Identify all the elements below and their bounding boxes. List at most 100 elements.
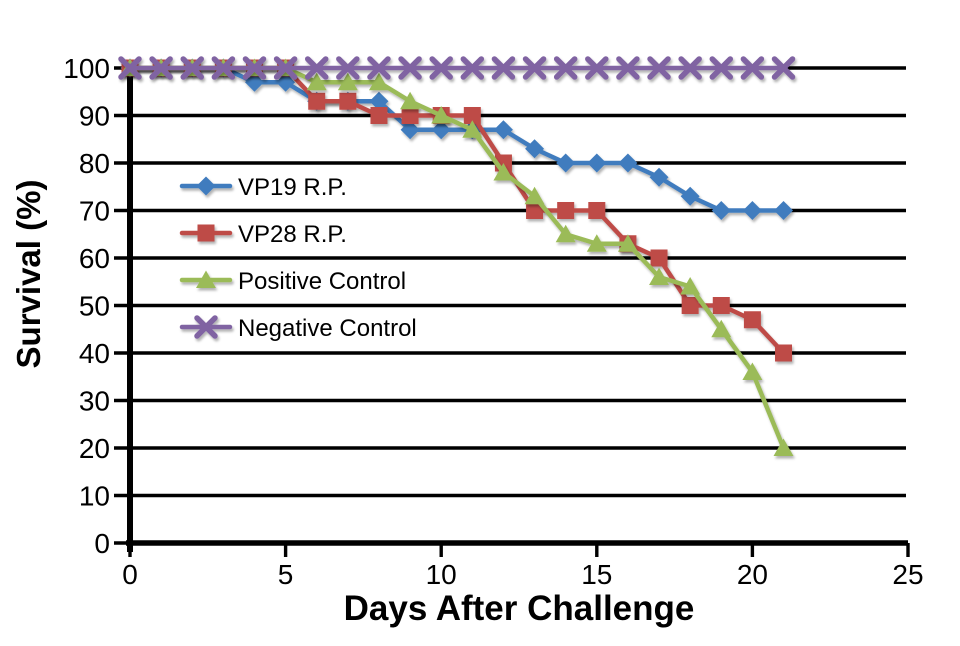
square-marker-icon [588, 202, 606, 219]
square-marker-icon [401, 107, 419, 124]
x-marker-icon [273, 56, 298, 80]
triangle-marker-icon [306, 72, 327, 91]
x-marker-icon [522, 56, 547, 80]
square-marker-icon [712, 297, 730, 314]
diamond-marker-icon [587, 153, 607, 173]
legend-label: Negative Control [238, 315, 417, 342]
triangle-marker-icon [196, 270, 216, 288]
triangle-marker-icon [431, 106, 452, 124]
triangle-marker-icon [493, 163, 514, 181]
x-tick-label: 5 [278, 559, 294, 590]
x-marker-icon [678, 56, 702, 80]
square-marker-icon [681, 297, 699, 314]
legend-item-vp19-r-p: VP19 R.P. [179, 174, 347, 201]
x-marker-icon [553, 56, 578, 80]
legend-label: VP28 R.P. [238, 221, 347, 248]
legend-marker [179, 270, 233, 288]
x-marker-icon [367, 56, 391, 80]
triangle-marker-icon [649, 267, 670, 285]
x-marker-icon [491, 56, 516, 80]
series-line [127, 65, 786, 213]
y-axis-title: Survival (%) [10, 179, 47, 369]
y-tick-label: 30 [79, 386, 110, 417]
x-tick-label: 15 [581, 559, 612, 590]
x-tick-label: 20 [737, 559, 768, 590]
legend-marker [179, 224, 233, 242]
diamond-marker-icon [711, 201, 731, 220]
diamond-marker-icon [493, 120, 513, 140]
legend-marker [179, 176, 233, 196]
x-marker-icon [647, 56, 671, 80]
square-marker-icon [650, 249, 668, 267]
diamond-marker-icon [774, 201, 794, 220]
triangle-marker-icon [400, 91, 421, 110]
diamond-marker-icon [618, 153, 638, 173]
square-marker-icon [197, 224, 215, 242]
square-marker-icon [339, 92, 357, 110]
x-marker-icon [336, 56, 360, 80]
diamond-marker-icon [276, 72, 296, 92]
y-tick-label: 100 [63, 53, 110, 84]
x-marker-icon [429, 56, 453, 80]
triangle-marker-icon [742, 362, 763, 380]
legend-item-vp28-r-p: VP28 R.P. [179, 221, 347, 248]
triangle-marker-icon [337, 72, 358, 91]
y-tick-label: 80 [79, 148, 110, 179]
square-marker-icon [557, 202, 575, 219]
legend-item-negative-control: Negative Control [179, 315, 417, 342]
x-marker-icon [180, 56, 204, 80]
axes [114, 66, 910, 557]
triangle-marker-icon [773, 438, 794, 456]
triangle-marker-icon [462, 120, 483, 138]
diamond-marker-icon [556, 153, 576, 173]
x-tick-label: 0 [122, 559, 138, 590]
y-tick-label: 90 [79, 101, 110, 132]
diamond-marker-icon [196, 176, 216, 196]
diamond-marker-icon [369, 91, 389, 111]
x-marker-icon [211, 56, 236, 80]
diamond-marker-icon [400, 120, 420, 140]
x-marker-icon [118, 56, 142, 80]
square-marker-icon [775, 344, 793, 362]
diamond-marker-icon [244, 72, 264, 92]
y-tick-label: 20 [79, 433, 110, 464]
x-marker-icon [771, 56, 796, 80]
x-marker-icon [304, 56, 329, 80]
x-marker-icon [585, 56, 609, 80]
x-marker-icon [194, 315, 218, 339]
legend-label: Positive Control [238, 268, 406, 295]
x-tick-label: 25 [892, 559, 923, 590]
triangle-marker-icon [680, 277, 701, 295]
legend-marker [179, 315, 233, 339]
y-tick-label: 50 [79, 291, 110, 322]
triangle-marker-icon [555, 224, 576, 243]
x-axis-title: Days After Challenge [343, 589, 695, 628]
tick-labels: 0 10 20 30 40 50 60 70 80 90 100 0 5 10 15 20 25 [63, 53, 923, 590]
x-marker-icon [149, 56, 173, 80]
y-tick-label: 10 [79, 481, 110, 512]
diamond-marker-icon [649, 167, 669, 187]
y-tick-label: 70 [79, 196, 110, 227]
square-marker-icon [308, 92, 326, 110]
x-tick-label: 10 [426, 559, 457, 590]
triangle-marker-icon [617, 234, 638, 252]
y-tick-label: 0 [94, 528, 110, 559]
diamond-marker-icon [742, 201, 762, 220]
diamond-marker-icon [431, 120, 451, 140]
triangle-marker-icon [524, 186, 545, 205]
x-marker-icon [616, 56, 640, 80]
diamond-marker-icon [680, 186, 700, 206]
legend-label: VP19 R.P. [238, 174, 347, 201]
x-marker-icon [460, 56, 485, 80]
diamond-marker-icon [525, 139, 545, 159]
triangle-marker-icon [586, 234, 607, 252]
y-tick-label: 60 [79, 243, 110, 274]
x-marker-icon [740, 56, 765, 80]
triangle-marker-icon [368, 72, 389, 91]
square-marker-icon [743, 311, 761, 329]
series-vp19-r-p [120, 58, 794, 220]
series-negative-control [118, 56, 796, 80]
legend-item-positive-control: Positive Control [179, 268, 406, 295]
